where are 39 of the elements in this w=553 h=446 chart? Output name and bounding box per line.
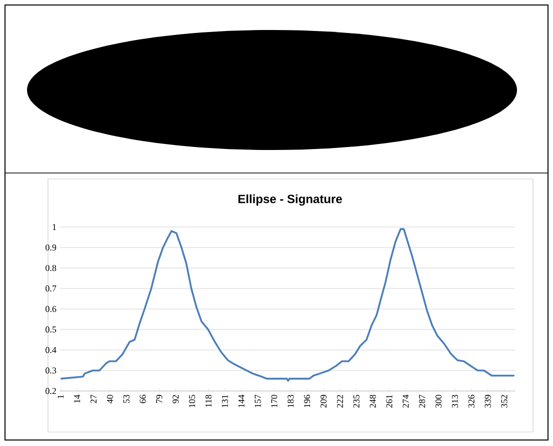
chart-title: Ellipse - Signature xyxy=(238,194,342,206)
x-tick-label: 27 xyxy=(90,394,96,404)
x-tick-label: 131 xyxy=(222,395,228,408)
x-tick-label: 118 xyxy=(205,394,212,407)
y-tick-label: 0.9 xyxy=(46,244,56,251)
x-tick-label: 326 xyxy=(468,394,474,408)
y-tick-label: 1 xyxy=(52,224,56,230)
x-tick-label: 222 xyxy=(336,395,343,408)
x-tick-label: 352 xyxy=(501,395,508,408)
x-tick-label: 14 xyxy=(74,394,80,403)
x-tick-label: 157 xyxy=(254,394,261,408)
x-tick-label: 53 xyxy=(123,394,130,404)
x-tick-label: 248 xyxy=(370,394,376,408)
x-tick-label: 183 xyxy=(288,394,294,408)
x-tick-label: 144 xyxy=(238,394,244,408)
y-tick-label: 0.2 xyxy=(46,388,56,394)
x-tick-label: 300 xyxy=(435,394,442,408)
y-tick-label: 0.6 xyxy=(46,306,56,312)
y-tick-label: 0.4 xyxy=(46,346,56,354)
x-tick-label: 196 xyxy=(304,394,310,408)
x-tick-label: 339 xyxy=(484,394,491,408)
x-tick-label: 79 xyxy=(156,394,162,403)
y-tick-label: 0.3 xyxy=(46,367,56,374)
x-tick-label: 170 xyxy=(271,394,278,408)
x-tick-label: 105 xyxy=(189,394,196,408)
y-tick-label: 0.7 xyxy=(46,285,56,292)
x-tick-label: 92 xyxy=(172,395,179,404)
x-tick-label: 313 xyxy=(452,394,458,408)
line-series xyxy=(60,228,515,382)
y-tick-label: 0.5 xyxy=(46,326,56,333)
x-tick-label: 66 xyxy=(140,394,146,404)
x-tick-label: 235 xyxy=(353,394,360,408)
x-tick-label: 261 xyxy=(386,395,392,408)
x-tick-label: 40 xyxy=(106,394,113,404)
x-tick-label: 287 xyxy=(419,394,426,408)
x-tick-label: 1 xyxy=(58,395,64,398)
y-tick-label: 0.8 xyxy=(46,264,56,272)
x-tick-label: 274 xyxy=(402,394,409,408)
x-tick-label: 209 xyxy=(320,394,327,408)
